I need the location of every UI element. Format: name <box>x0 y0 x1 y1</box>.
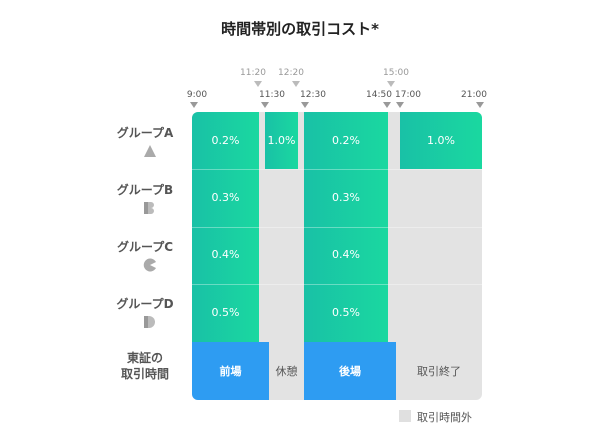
tick-marker-icon <box>190 102 198 108</box>
tick-marker-icon <box>387 81 395 87</box>
group-c-label: グループC <box>116 240 174 254</box>
tse-break-label: 休憩 <box>275 365 298 378</box>
row-divider <box>192 169 482 170</box>
tse-morning-label: 前場 <box>219 365 242 378</box>
legend-label: 取引時間外 <box>417 411 472 424</box>
tse-afternoon-label: 後場 <box>339 365 361 378</box>
time-tick-1500: 15:00 <box>383 68 409 78</box>
tick-marker-icon <box>301 102 309 108</box>
triangle-icon <box>144 145 156 157</box>
row-divider <box>192 284 482 285</box>
tick-marker-icon <box>292 81 300 87</box>
tick-marker-icon <box>476 102 484 108</box>
group-a-evening-value: 1.0% <box>427 134 455 147</box>
midday-block-group-a <box>265 112 298 169</box>
group-a-morning-value: 0.2% <box>211 134 240 147</box>
time-tick-1230: 12:30 <box>300 90 326 100</box>
morning-session-block <box>192 112 259 342</box>
row-divider <box>192 227 482 228</box>
group-b-morning-value: 0.3% <box>211 191 240 204</box>
group-b-afternoon-value: 0.3% <box>332 191 360 204</box>
group-a-label: グループA <box>116 126 174 140</box>
time-tick-1120: 11:20 <box>240 68 266 78</box>
time-tick-2100: 21:00 <box>461 90 487 100</box>
d-shape-icon <box>144 316 155 328</box>
tick-marker-icon <box>261 102 269 108</box>
tse-morning-session <box>192 342 269 400</box>
group-a-afternoon-value: 0.2% <box>332 134 360 147</box>
time-tick-1220: 12:20 <box>278 68 304 78</box>
tse-afternoon-session <box>304 342 396 400</box>
group-d-morning-value: 0.5% <box>211 306 240 319</box>
time-tick-1700: 17:00 <box>395 90 421 100</box>
group-d-label: グループD <box>116 297 174 311</box>
group-b-label: グループB <box>116 183 174 197</box>
group-a-midday-value: 1.0% <box>267 134 296 147</box>
time-tick-1450: 14:50 <box>366 90 392 100</box>
group-c-afternoon-value: 0.4% <box>332 248 360 261</box>
group-c-morning-value: 0.4% <box>211 248 240 261</box>
tick-marker-icon <box>396 102 404 108</box>
tick-marker-icon <box>383 102 391 108</box>
b-shape-icon <box>144 202 154 214</box>
diagram-title: 時間帯別の取引コスト* <box>221 20 379 38</box>
tick-marker-icon <box>254 81 262 87</box>
tse-label-line1: 東証の <box>126 351 163 365</box>
cost-grid: 0.2% 1.0% 0.2% 1.0% 0.3% 0.3% 0.4% 0.4% … <box>192 112 482 400</box>
time-tick-1130: 11:30 <box>259 90 285 100</box>
legend-swatch <box>399 410 411 422</box>
tse-label-line2: 取引時間 <box>120 367 169 381</box>
group-d-afternoon-value: 0.5% <box>332 306 360 319</box>
tse-row-label: 東証の 取引時間 <box>100 350 190 382</box>
time-tick-900: 9:00 <box>186 90 208 100</box>
tse-closed-label: 取引終了 <box>417 365 461 378</box>
afternoon-session-block <box>304 112 388 342</box>
evening-block-group-a <box>400 112 482 169</box>
c-shape-icon <box>143 258 156 272</box>
